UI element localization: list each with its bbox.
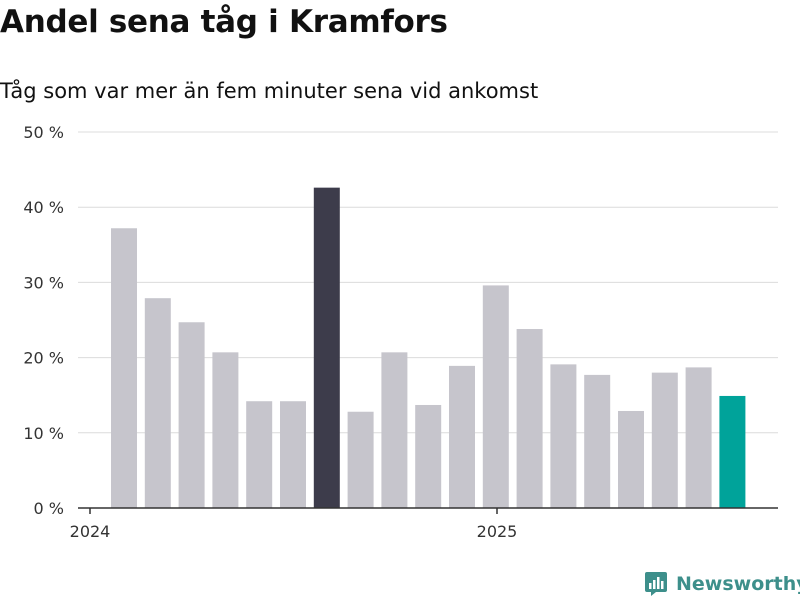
bar: [550, 364, 577, 508]
bar: [651, 372, 678, 508]
bar: [482, 285, 509, 508]
bar-highlight: [313, 187, 340, 508]
y-tick-label: 20 %: [23, 349, 64, 368]
bar: [144, 298, 171, 508]
bar: [618, 410, 644, 508]
y-tick-label: 40 %: [23, 198, 64, 217]
brand-logo: Newsworthy: [644, 569, 800, 599]
y-tick-label: 0 %: [34, 499, 64, 518]
bar: [280, 401, 306, 508]
x-tick-label: 2024: [70, 522, 111, 541]
chart-subtitle: Tåg som var mer än fem minuter sena vid …: [0, 79, 539, 103]
chart-title: Andel sena tåg i Kramfors: [0, 4, 448, 40]
bar-latest: [719, 395, 746, 508]
bar: [178, 322, 205, 508]
bar: [685, 367, 712, 508]
bar: [212, 352, 239, 508]
brand-name: Newsworthy: [676, 573, 800, 595]
x-tick-label: 2025: [477, 522, 518, 541]
bar: [449, 365, 475, 508]
bar: [246, 401, 273, 508]
bar: [516, 329, 543, 508]
bar: [584, 374, 611, 508]
y-tick-label: 10 %: [23, 424, 64, 443]
y-tick-label: 50 %: [23, 123, 64, 142]
bar: [381, 352, 408, 508]
y-tick-label: 30 %: [23, 273, 64, 292]
bar: [111, 228, 137, 509]
bar: [347, 411, 374, 508]
newsworthy-logo-icon: [645, 572, 667, 596]
bar: [415, 404, 442, 508]
